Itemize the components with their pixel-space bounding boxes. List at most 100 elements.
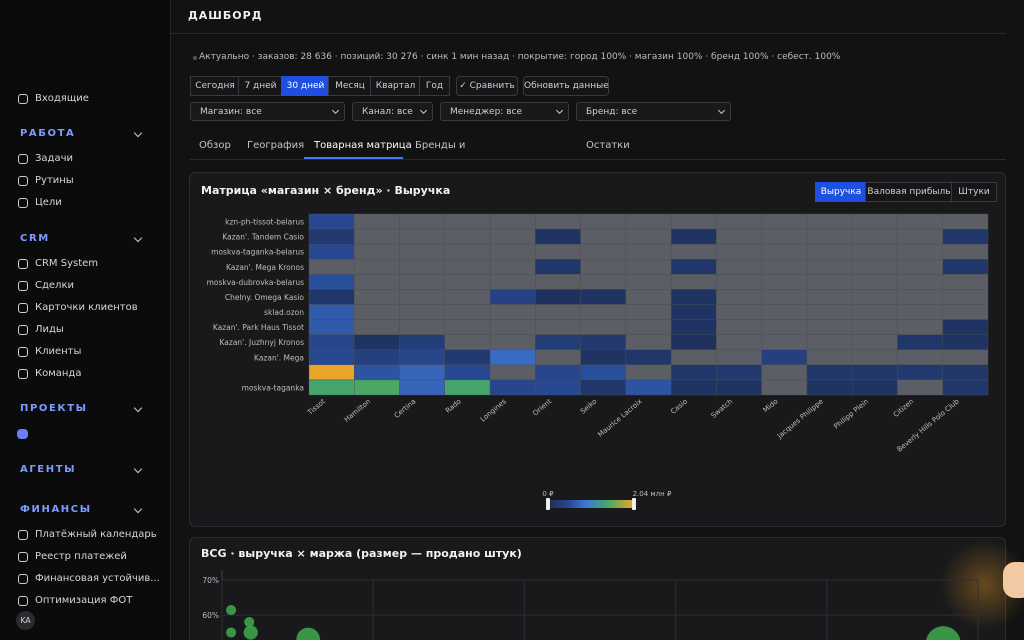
nav-item[interactable]: Карточки клиентов [35, 302, 138, 313]
empty-cell [580, 243, 627, 260]
section-title[interactable]: АГЕНТЫ [20, 464, 77, 475]
colorbar-handle [632, 498, 636, 510]
empty-cell [625, 319, 672, 335]
empty-cell [354, 304, 400, 320]
nav-item[interactable]: CRM System [35, 258, 99, 269]
period-button[interactable]: 30 дней [281, 76, 330, 96]
heat-cell [716, 364, 762, 381]
nav-item[interactable]: Входящие [35, 93, 89, 104]
empty-cell [716, 259, 762, 275]
empty-cell [580, 304, 627, 320]
heat-cell [489, 379, 536, 396]
empty-cell [761, 319, 808, 335]
section-title[interactable]: ФИНАНСЫ [20, 504, 92, 515]
tab[interactable]: География [247, 140, 305, 151]
empty-cell [444, 319, 491, 335]
empty-cell [489, 213, 536, 230]
floating-button[interactable] [1003, 562, 1024, 598]
empty-cell [716, 289, 762, 305]
period-button[interactable]: Сегодня [190, 76, 240, 96]
nav-item[interactable]: Команда [35, 368, 82, 379]
column-label: Longines [479, 397, 508, 423]
empty-cell [852, 334, 898, 350]
period-button[interactable]: Год [419, 76, 450, 96]
empty-cell [761, 364, 808, 381]
heat-cell [670, 319, 717, 335]
empty-cell [806, 289, 853, 305]
metric-toggle[interactable]: Штуки [951, 182, 997, 202]
empty-cell [942, 289, 989, 305]
row-label: Kazan'. Tandem Casio [222, 233, 304, 242]
filter-select[interactable]: Менеджер: все [440, 102, 569, 121]
column-label: Citizen [892, 397, 915, 419]
empty-cell [535, 304, 581, 320]
nav-item[interactable]: Платёжный календарь [35, 529, 157, 540]
empty-cell [806, 274, 853, 290]
tab-underline [304, 157, 403, 159]
project-pill[interactable] [17, 429, 28, 439]
empty-cell [354, 228, 400, 245]
metric-toggle[interactable]: Валовая прибыль [865, 182, 953, 202]
nav-item[interactable]: Цели [35, 197, 62, 208]
nav-item[interactable]: Задачи [35, 153, 73, 164]
empty-cell [580, 228, 627, 245]
nav-item[interactable]: Клиенты [35, 346, 82, 357]
empty-cell [399, 319, 445, 335]
nav-item[interactable]: Лиды [35, 324, 64, 335]
empty-cell [716, 349, 762, 366]
metric-toggle[interactable]: Выручка [815, 182, 867, 202]
empty-cell [625, 274, 672, 290]
empty-cell [806, 349, 853, 366]
nav-item[interactable]: Сделки [35, 280, 74, 291]
empty-cell [354, 319, 400, 335]
colorbar [548, 500, 634, 508]
bubble [226, 605, 237, 616]
empty-cell [399, 243, 445, 260]
empty-cell [942, 243, 989, 260]
heat-cell [535, 289, 581, 305]
empty-cell [897, 259, 943, 275]
nav-item[interactable]: Реестр платежей [35, 551, 127, 562]
empty-cell [489, 228, 536, 245]
avatar[interactable]: KA [16, 611, 35, 630]
column-label: Orient [531, 397, 553, 417]
nav-item[interactable]: Оптимизация ФОТ [35, 595, 133, 606]
filter-select[interactable]: Магазин: все [190, 102, 345, 121]
filter-select[interactable]: Бренд: все [576, 102, 731, 121]
heat-cell [308, 289, 355, 305]
action-button[interactable]: Обновить данные [523, 76, 609, 96]
nav-item[interactable]: Рутины [35, 175, 74, 186]
empty-cell [399, 274, 445, 290]
heat-cell [399, 379, 445, 396]
heat-cell [761, 349, 808, 366]
empty-cell [354, 289, 400, 305]
empty-cell [716, 304, 762, 320]
period-button[interactable]: Месяц [328, 76, 372, 96]
nav-icon [18, 303, 28, 313]
heat-cell [308, 304, 355, 320]
section-title[interactable]: РАБОТА [20, 128, 76, 139]
empty-cell [354, 213, 400, 230]
tab[interactable]: Обзор [199, 140, 231, 151]
action-button[interactable]: ✓ Сравнить [456, 76, 518, 96]
tab[interactable]: Остатки [586, 140, 630, 151]
empty-cell [942, 349, 989, 366]
empty-cell [580, 213, 627, 230]
section-title[interactable]: ПРОЕКТЫ [20, 403, 88, 414]
nav-item[interactable]: Финансовая устойчив... [35, 573, 160, 584]
empty-cell [444, 289, 491, 305]
empty-cell [489, 319, 536, 335]
empty-cell [670, 349, 717, 366]
period-button[interactable]: 7 дней [238, 76, 283, 96]
empty-cell [897, 304, 943, 320]
section-title[interactable]: CRM [20, 233, 50, 244]
heat-cell [580, 364, 627, 381]
empty-cell [580, 274, 627, 290]
tab[interactable]: Товарная матрица [314, 140, 412, 151]
tab[interactable]: Бренды и [415, 140, 466, 151]
empty-cell [535, 319, 581, 335]
period-button[interactable]: Квартал [370, 76, 421, 96]
empty-cell [625, 304, 672, 320]
sidebar: Входящие РАБОТА Задачи Рутины Цели CRM CRM Sys… [0, 0, 171, 640]
filter-select[interactable]: Канал: все [352, 102, 433, 121]
